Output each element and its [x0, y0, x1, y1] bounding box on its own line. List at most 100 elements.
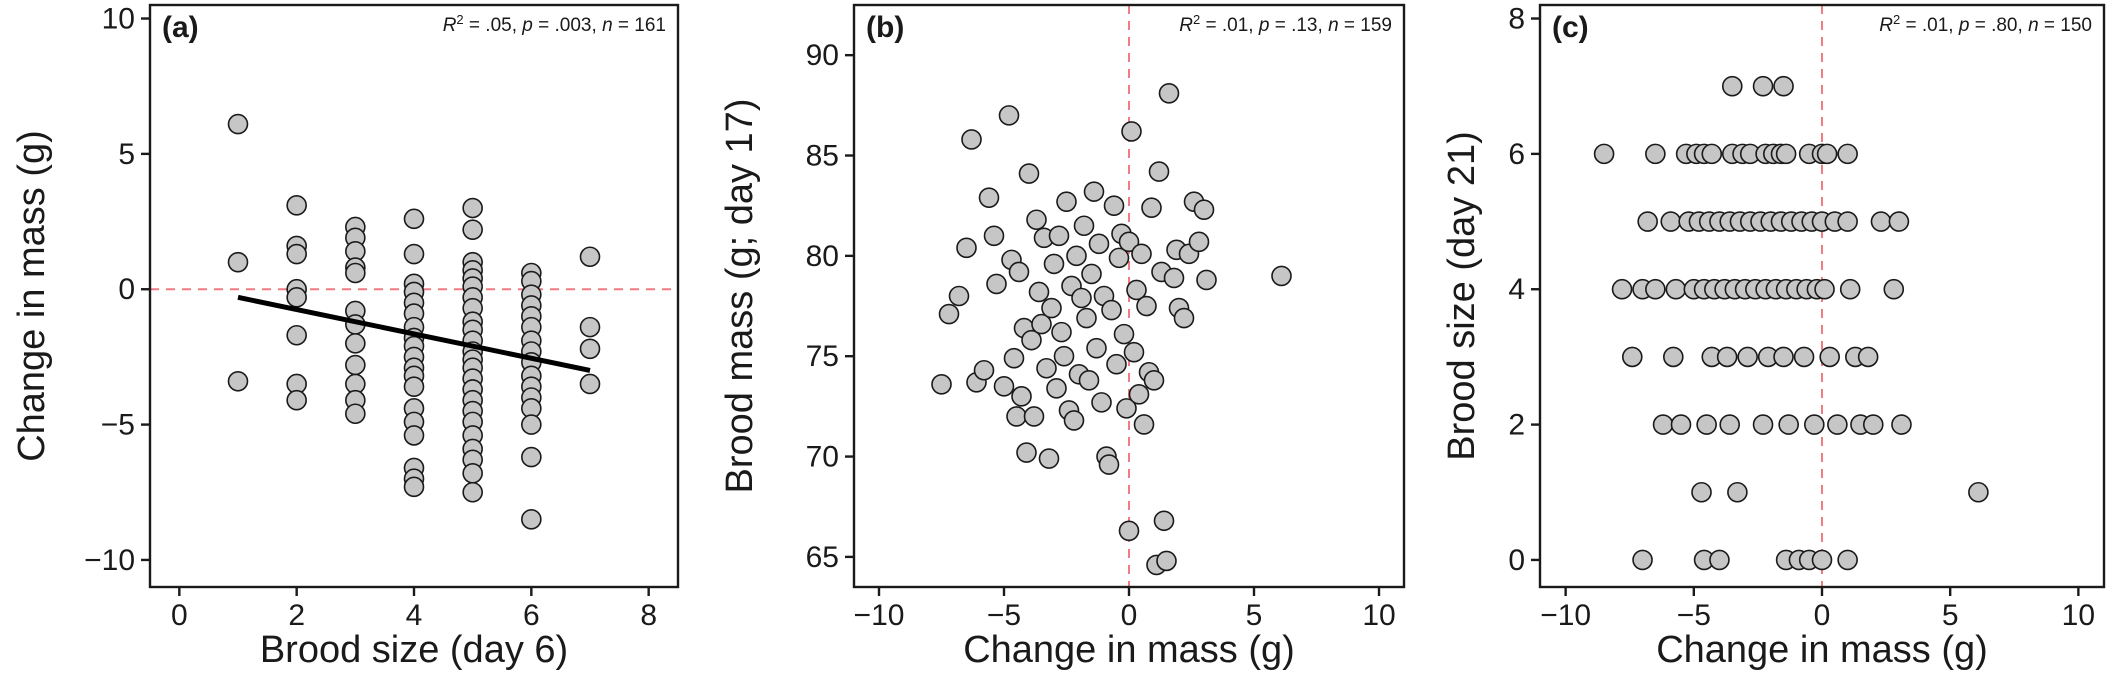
x-tick-label: 4 [406, 599, 423, 632]
data-point [1814, 278, 1835, 300]
data-point [1143, 369, 1165, 391]
data-point [1727, 481, 1748, 503]
data-point [1652, 414, 1674, 435]
x-axis-title: Change in mass (g) [1656, 629, 1988, 671]
data-point [462, 481, 483, 503]
x-axis-title: Brood size (day 6) [260, 629, 568, 671]
data-point [1691, 481, 1712, 503]
data-point [1665, 278, 1687, 300]
data-point [1173, 307, 1195, 329]
data-point [1063, 410, 1085, 431]
y-tick-label: 65 [806, 541, 839, 574]
data-point [1862, 414, 1884, 435]
data-point [1645, 143, 1666, 165]
data-point [1136, 295, 1157, 317]
data-point [1188, 231, 1210, 253]
data-point [1038, 448, 1060, 469]
data-point [1116, 398, 1137, 419]
y-axis-title: Change in mass (g) [11, 130, 53, 462]
data-point [1773, 75, 1794, 97]
data-point [1196, 269, 1217, 291]
data-point [1031, 313, 1052, 335]
data-point [1663, 346, 1684, 368]
data-point [286, 243, 307, 265]
data-point [579, 338, 601, 360]
panel-b: −10 −5 0 5 10 65 70 75 80 85 90 Change in mass (g) B… [719, 3, 1406, 671]
data-point [1036, 357, 1057, 379]
data-point [1051, 321, 1072, 343]
data-point [462, 219, 483, 240]
data-point [1113, 323, 1135, 345]
data-point [1046, 378, 1067, 399]
data-point [1163, 267, 1185, 289]
data-point [1028, 281, 1050, 303]
x-tick-label: −10 [854, 599, 905, 632]
data-point [931, 374, 952, 395]
data-point [983, 225, 1005, 247]
data-point [521, 509, 542, 530]
data-point [1156, 550, 1177, 572]
data-point [1081, 263, 1102, 285]
data-point [1752, 75, 1774, 97]
data-point [1118, 231, 1140, 253]
data-point [993, 376, 1015, 397]
data-point [345, 262, 366, 284]
data-point [948, 285, 970, 307]
x-tick-label: −5 [987, 599, 1021, 632]
data-point [1118, 520, 1140, 542]
data-point [1053, 345, 1075, 367]
data-point [1023, 406, 1045, 427]
data-point [403, 476, 425, 498]
data-point [1098, 454, 1120, 475]
x-tick-label: 2 [288, 599, 305, 632]
data-point [1721, 75, 1743, 97]
data-point [521, 414, 542, 435]
y-axis-title: Brood size (day 21) [1441, 131, 1483, 461]
data-point [286, 195, 307, 216]
data-point [1193, 199, 1215, 221]
data-point [1271, 265, 1292, 287]
data-point [1101, 299, 1122, 321]
y-tick-label: −5 [101, 409, 135, 442]
data-point [973, 359, 995, 381]
panel-c: −10 −5 0 5 10 0 2 4 6 8 Change in mass (g) Brood si… [1441, 3, 2106, 671]
data-point [1793, 346, 1815, 368]
panel-label: (a) [162, 11, 199, 44]
data-point [403, 243, 425, 265]
data-point [227, 251, 249, 273]
data-point [1621, 346, 1643, 368]
data-point [1819, 346, 1840, 368]
x-tick-label: −10 [1540, 599, 1591, 632]
data-point [1637, 211, 1658, 232]
data-point [1056, 191, 1077, 212]
stats-annotation: R2 = .05, p = .003, n = 161 [443, 12, 666, 37]
data-point [1716, 346, 1738, 368]
data-point [462, 463, 483, 484]
data-point [1696, 414, 1717, 435]
data-point [1857, 346, 1879, 368]
data-point [1837, 211, 1858, 232]
x-tick-label: 0 [1814, 599, 1831, 632]
data-point [1126, 279, 1147, 301]
data-point [961, 129, 982, 150]
regression-line [237, 294, 591, 373]
data-point [1645, 278, 1666, 300]
data-point [286, 287, 307, 308]
data-point [227, 370, 249, 392]
data-point [1021, 329, 1042, 351]
data-point [1073, 215, 1095, 237]
data-point [1888, 211, 1910, 232]
y-tick-label: 5 [118, 138, 135, 171]
x-tick-label: 0 [171, 599, 188, 632]
y-tick-label: 70 [806, 441, 839, 474]
data-point [1006, 406, 1027, 427]
x-tick-label: 10 [2062, 599, 2095, 632]
data-point [345, 403, 366, 425]
data-point [521, 446, 542, 468]
panel-label: (c) [1552, 11, 1589, 44]
data-point [579, 246, 601, 268]
data-point [1158, 83, 1180, 104]
data-point [1593, 143, 1615, 165]
data-point [345, 354, 366, 376]
data-point [1141, 197, 1162, 218]
